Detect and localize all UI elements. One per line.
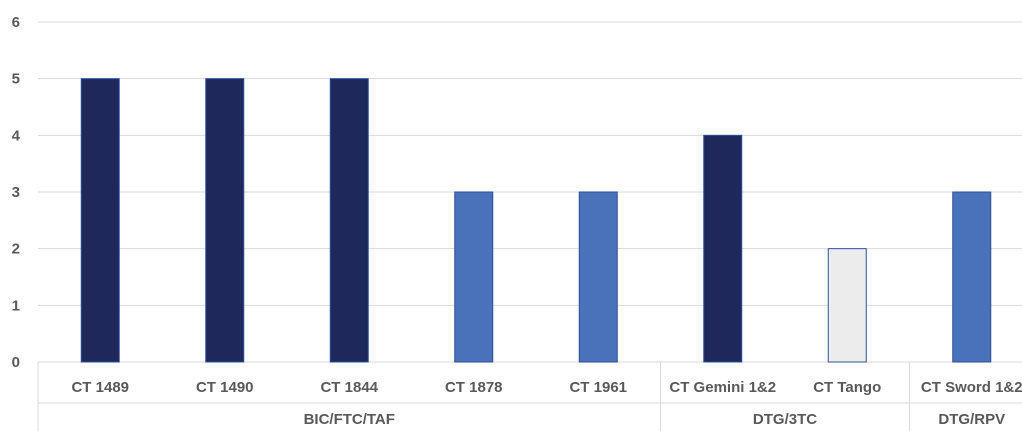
y-tick-label: 2: [12, 241, 20, 258]
category-label: CT Gemini 1&2: [669, 379, 776, 396]
bar: [454, 191, 494, 363]
group-label: DTG/3TC: [753, 411, 817, 428]
bar: [952, 191, 992, 363]
bar: [205, 78, 245, 363]
bar: [329, 78, 369, 363]
bar: [578, 191, 618, 363]
y-tick-label: 0: [12, 354, 20, 371]
group-label: BIC/FTC/TAF: [304, 411, 395, 428]
y-tick-label: 6: [12, 14, 20, 31]
bar: [80, 78, 120, 363]
group-labels: BIC/FTC/TAF DTG/3TC DTG/RPV: [304, 411, 1006, 428]
group-label: DTG/RPV: [938, 411, 1005, 428]
category-label: CT 1961: [569, 379, 627, 396]
y-axis-ticks: 0 1 2 3 4 5 6: [12, 14, 21, 371]
category-label: CT 1844: [320, 379, 378, 396]
y-tick-label: 3: [12, 184, 20, 201]
y-tick-label: 1: [12, 297, 20, 314]
bar: [703, 134, 743, 363]
y-tick-label: 4: [12, 127, 21, 144]
bars: [80, 78, 992, 363]
category-labels: CT 1489 CT 1490 CT 1844 CT 1878 CT 1961 CT Ge…: [37, 362, 1022, 431]
gridlines: [38, 21, 1022, 363]
category-label: CT Tango: [813, 379, 881, 396]
category-label: CT 1878: [445, 379, 503, 396]
category-label: CT Sword 1&2: [921, 379, 1022, 396]
category-label: CT 1490: [196, 379, 254, 396]
bar: [827, 248, 867, 363]
y-tick-label: 5: [12, 71, 20, 88]
category-label: CT 1489: [71, 379, 129, 396]
